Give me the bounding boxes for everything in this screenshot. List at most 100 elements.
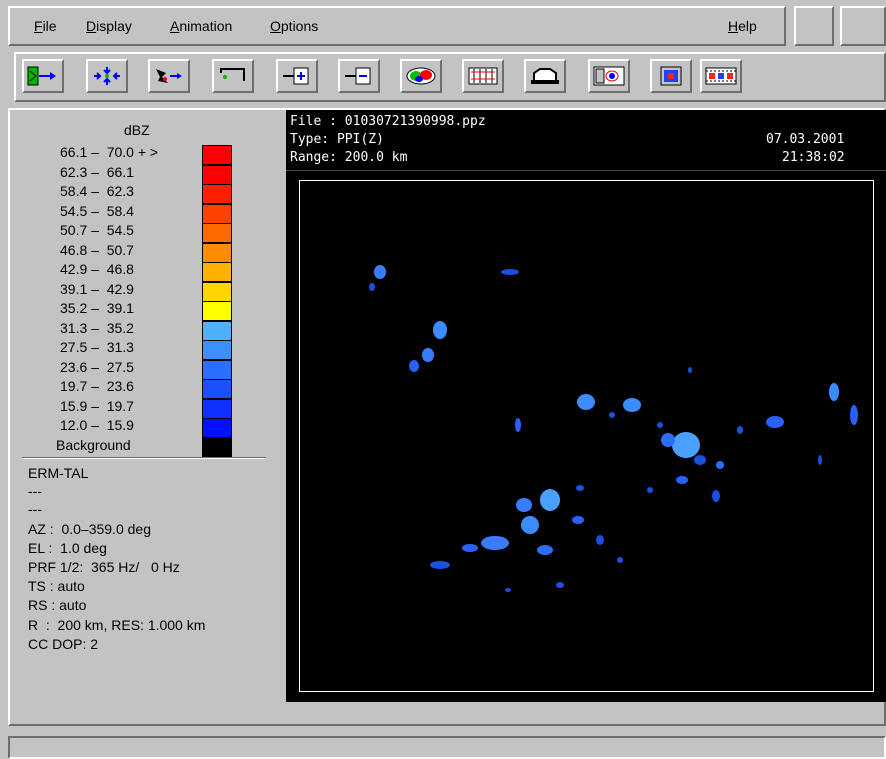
- legend-divider: [22, 457, 266, 459]
- radar-product-type: Type: PPI(Z): [290, 132, 384, 147]
- legend-range-label: 19.7 – 23.6: [60, 378, 134, 394]
- legend-color-swatch: [202, 418, 232, 438]
- radar-echo: [515, 418, 521, 432]
- radar-echo: [374, 265, 386, 279]
- cloud-icon: [531, 68, 559, 84]
- info-line: TS : auto: [28, 578, 85, 594]
- radar-echo: [422, 348, 434, 362]
- radar-echo: [737, 426, 743, 434]
- legend-range-label: 31.3 – 35.2: [60, 320, 134, 336]
- legend-range-label: 66.1 – 70.0 + >: [60, 144, 159, 160]
- legend-range-label: 39.1 – 42.9: [60, 281, 134, 297]
- radar-echo: [369, 283, 375, 291]
- section-icon: [220, 68, 245, 81]
- radar-header-separator: [286, 170, 886, 171]
- radar-echo: [647, 487, 653, 493]
- menu-file[interactable]: File: [34, 18, 57, 34]
- radar-echo: [818, 455, 822, 465]
- zoom-move-button[interactable]: [148, 59, 190, 93]
- radar-echo: [433, 321, 447, 339]
- radar-echo: [596, 535, 604, 545]
- section-button[interactable]: [212, 59, 254, 93]
- legend-range-label: 35.2 – 39.1: [60, 300, 134, 316]
- window-compare-icon: [593, 66, 625, 86]
- radar-echo: [617, 557, 623, 563]
- radar-echo: [430, 561, 450, 569]
- menu-display[interactable]: Display: [86, 18, 132, 34]
- legend-range-label: 46.8 – 50.7: [60, 242, 134, 258]
- profile-bars-icon: [468, 67, 498, 85]
- film-strip-button[interactable]: [700, 59, 742, 93]
- legend-range-label: 12.0 – 15.9: [60, 417, 134, 433]
- radar-echo: [576, 485, 584, 491]
- radar-echo: [672, 432, 700, 458]
- info-line: CC DOP: 2: [28, 636, 99, 652]
- radar-echo: [577, 394, 595, 410]
- menu-animation[interactable]: Animation: [170, 18, 233, 34]
- radar-image-area[interactable]: [299, 180, 874, 692]
- radar-echo: [505, 588, 511, 592]
- radar-echo: [657, 422, 663, 428]
- window-compare-button[interactable]: [588, 59, 630, 93]
- toolbar: [14, 52, 886, 102]
- radar-echo: [694, 455, 706, 465]
- radar-echo: [409, 360, 419, 372]
- menu-options[interactable]: Options: [270, 18, 319, 34]
- info-line: EL : 1.0 deg: [28, 540, 107, 556]
- radar-echo: [661, 433, 675, 447]
- legend-title: dBZ: [124, 122, 150, 138]
- layer-image-icon: [660, 66, 682, 86]
- product-select-button[interactable]: [22, 59, 64, 93]
- expand-view-icon: [94, 67, 120, 85]
- radar-echo: [481, 536, 509, 550]
- info-line: RS : auto: [28, 597, 87, 613]
- radar-echo: [540, 489, 560, 511]
- window-button-2[interactable]: [840, 6, 886, 46]
- window-button-1[interactable]: [794, 6, 834, 46]
- legend-range-label: 50.7 – 54.5: [60, 222, 134, 238]
- info-line: ERM-TAL: [28, 465, 89, 481]
- menu-bar: File Display Animation Options Help: [8, 6, 786, 46]
- legend-range-label: 27.5 – 31.3: [60, 339, 134, 355]
- legend-range-label: 23.6 – 27.5: [60, 359, 134, 375]
- info-line: ---: [28, 501, 42, 517]
- radar-echo: [850, 405, 858, 425]
- zoom-move-icon: [156, 69, 182, 83]
- legend-range-label: 42.9 – 46.8: [60, 261, 134, 277]
- legend-range-label: 62.3 – 66.1: [60, 164, 134, 180]
- radar-echo: [572, 516, 584, 524]
- layer-image-button[interactable]: [650, 59, 692, 93]
- legend-color-swatch: [202, 223, 232, 243]
- expand-view-button[interactable]: [86, 59, 128, 93]
- radar-echo: [688, 367, 692, 373]
- legend-color-swatch: [202, 262, 232, 282]
- radar-echo: [766, 416, 784, 428]
- radar-echo: [516, 498, 532, 512]
- radar-echo: [623, 398, 641, 412]
- status-bar: [8, 736, 886, 759]
- profile-bars-button[interactable]: [462, 59, 504, 93]
- radar-echo: [556, 582, 564, 588]
- radar-echo: [712, 490, 720, 502]
- radar-echo: [716, 461, 724, 469]
- cloud-button[interactable]: [524, 59, 566, 93]
- legend-background-label: Background: [56, 437, 131, 453]
- add-panel-icon: [283, 67, 309, 85]
- remove-panel-button[interactable]: [338, 59, 380, 93]
- radar-date: 07.03.2001: [766, 132, 845, 147]
- legend-color-swatch: [202, 379, 232, 399]
- radar-echo: [829, 383, 839, 401]
- color-cells-button[interactable]: [400, 59, 442, 93]
- legend-color-swatch: [202, 145, 232, 165]
- info-line: ---: [28, 483, 42, 499]
- radar-echo: [462, 544, 478, 552]
- legend-color-swatch: [202, 301, 232, 321]
- film-strip-icon: [705, 67, 737, 85]
- legend-range-label: 54.5 – 58.4: [60, 203, 134, 219]
- menu-help[interactable]: Help: [728, 18, 757, 34]
- product-select-icon: [27, 66, 56, 86]
- legend-color-swatch: [202, 340, 232, 360]
- radar-echo: [676, 476, 688, 484]
- add-panel-button[interactable]: [276, 59, 318, 93]
